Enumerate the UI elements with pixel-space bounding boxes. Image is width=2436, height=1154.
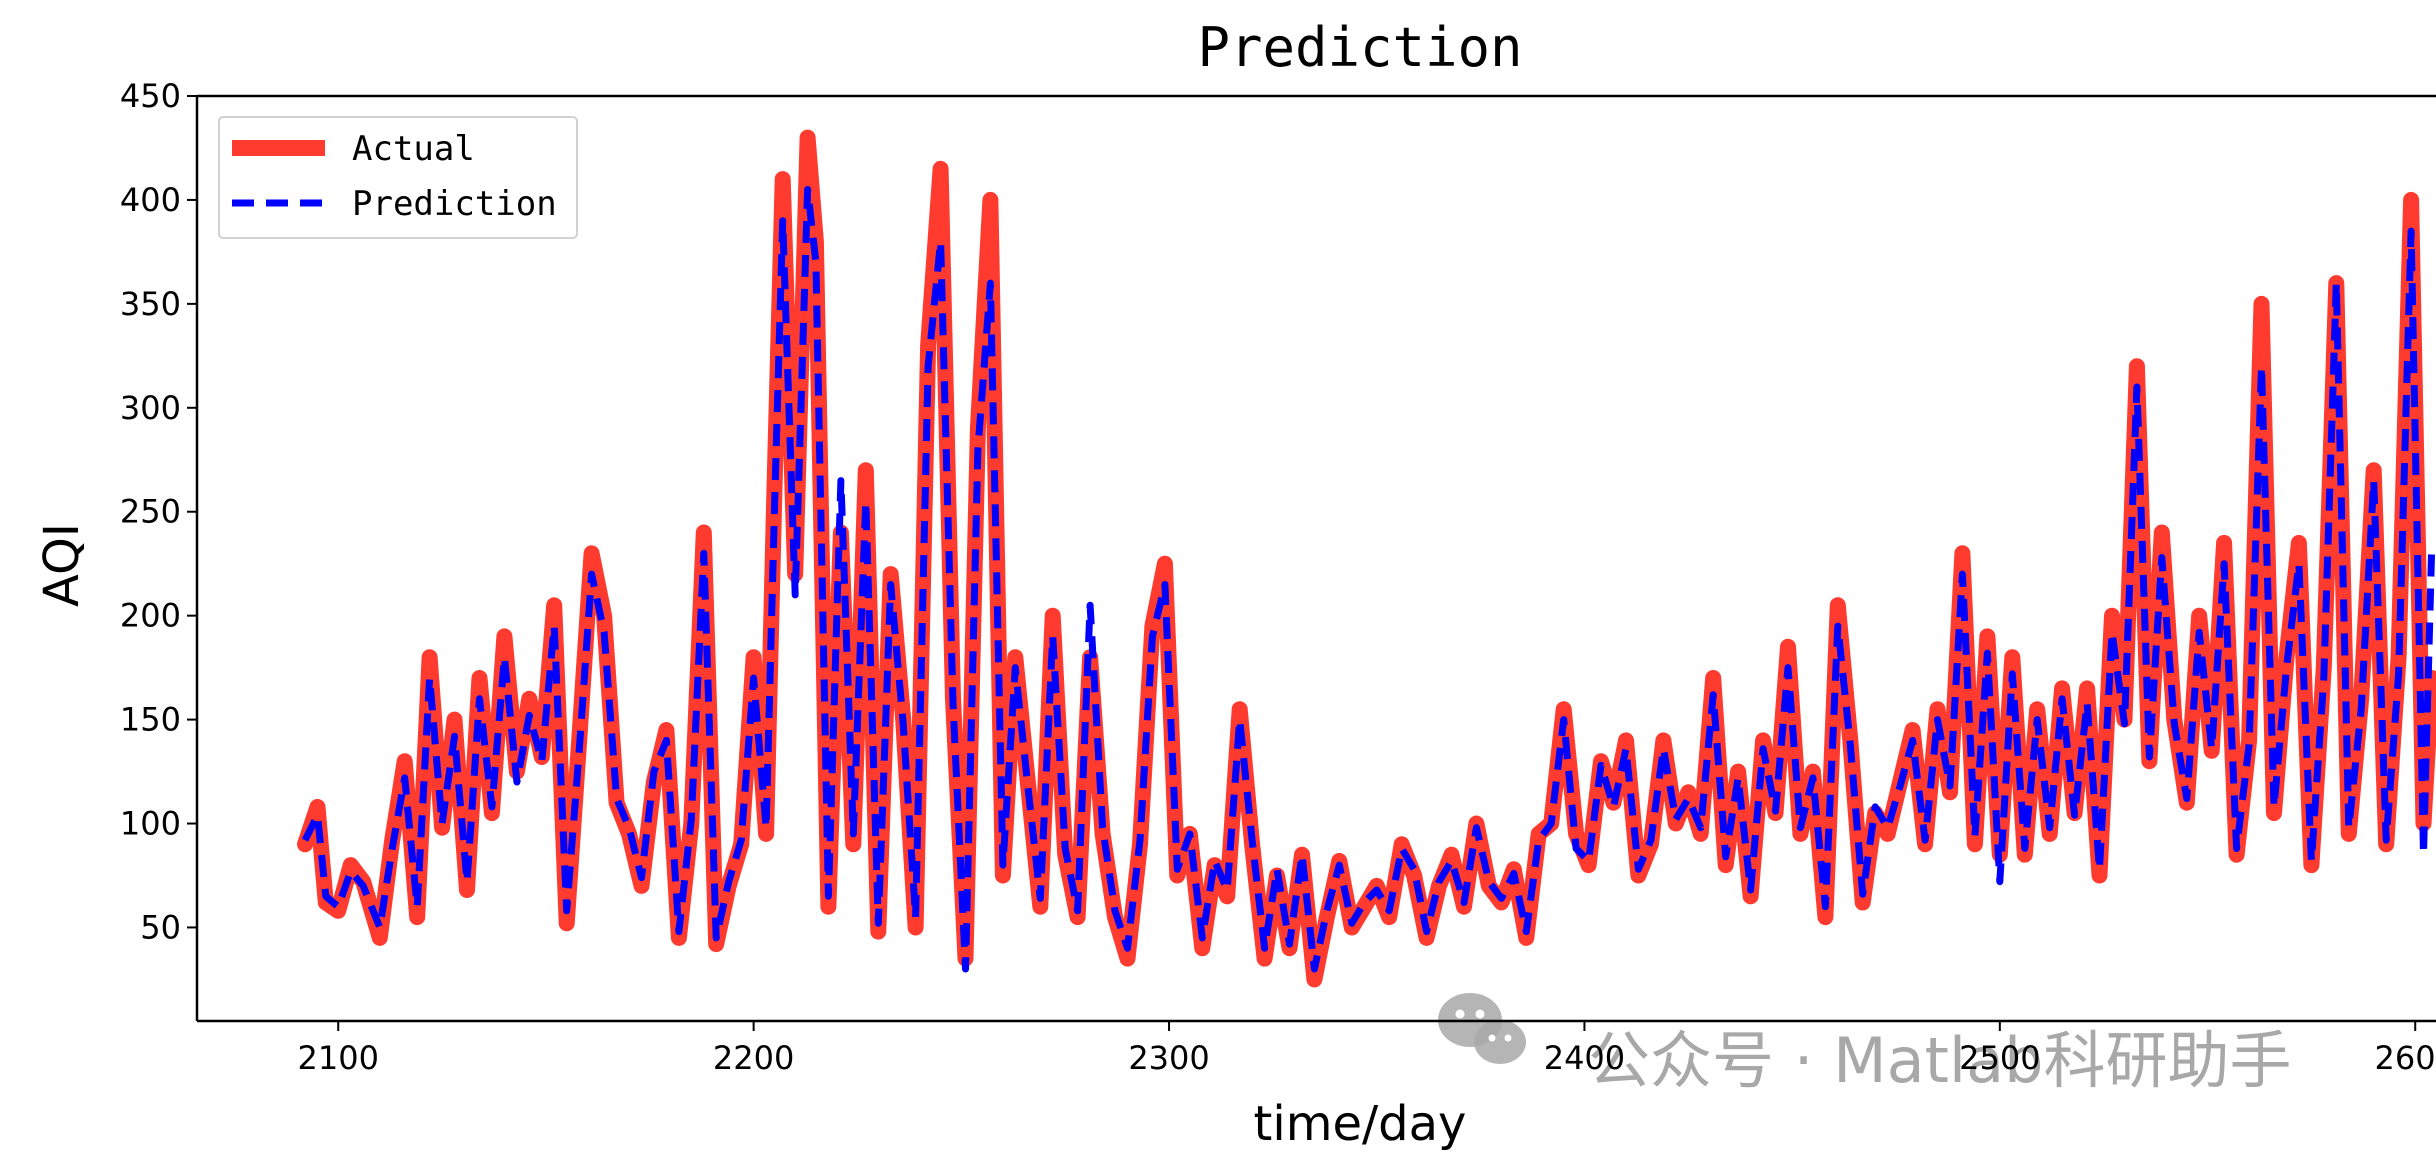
y-tick-label: 250 [120,493,181,531]
legend-label-actual: Actual [352,129,475,169]
wechat-icon [1438,993,1526,1064]
x-tick-label: 2200 [713,1039,794,1077]
y-axis-title: AQI [34,523,90,607]
y-tick-label: 50 [140,908,181,946]
x-tick-label: 2600 [2375,1039,2436,1077]
y-tick-label: 400 [120,181,181,219]
series-layer [297,129,2436,988]
series-line-prediction [301,186,2436,973]
chart-title: Prediction [1197,16,1522,79]
y-tick-label: 150 [120,701,181,739]
x-tick-label: 2400 [1544,1039,1625,1077]
x-axis-title: time/day [1254,1096,1467,1152]
x-tick-label: 2300 [1128,1039,1209,1077]
watermark-text: 公众号 · Matlab科研助手 [1588,1024,2292,1097]
y-tick-label: 350 [120,285,181,323]
x-tick-label: 2500 [1959,1039,2040,1077]
series-line-actual [297,129,2436,988]
watermark: 公众号 · Matlab科研助手 [1438,993,2292,1097]
y-tick-label: 450 [120,77,181,115]
x-tick-label: 2100 [298,1039,379,1077]
y-tick-label: 100 [120,805,181,843]
y-tick-label: 200 [120,597,181,635]
axes-layer: 50 100 150 200 250 300 350 400 450 2100 2200 2300 24… [120,77,2436,1077]
y-tick-label: 300 [120,389,181,427]
legend: Actual Prediction [218,116,578,239]
legend-label-prediction: Prediction [352,184,557,224]
